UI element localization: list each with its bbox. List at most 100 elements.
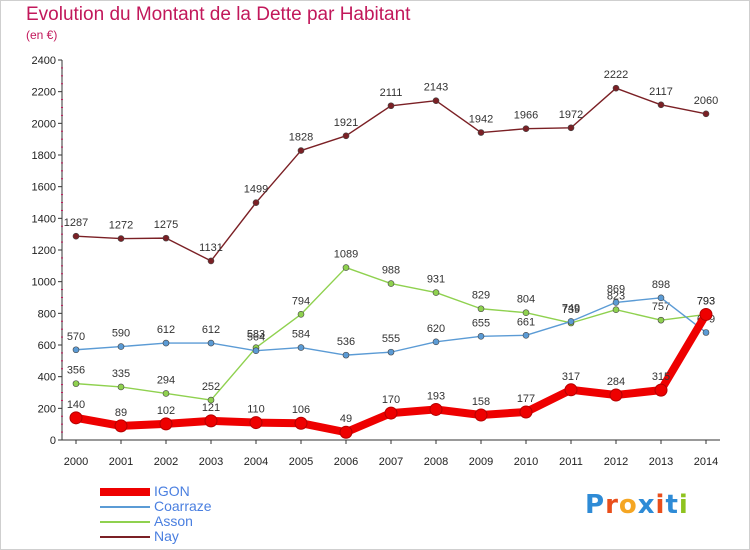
data-label-asson: 823 [607, 291, 625, 303]
legend-item-nay: Nay [100, 529, 212, 544]
data-point-nay [567, 124, 575, 132]
data-point-igon [114, 419, 128, 433]
data-label-coarraze: 612 [157, 324, 175, 336]
data-label-nay: 2143 [424, 82, 448, 94]
data-label-igon: 315 [652, 371, 670, 383]
data-label-nay: 1272 [109, 220, 133, 232]
data-point-asson [342, 264, 350, 271]
data-point-igon [654, 383, 668, 397]
x-tick-label: 2002 [154, 456, 178, 468]
data-point-asson [387, 280, 395, 287]
data-label-asson: 757 [652, 301, 670, 313]
data-point-igon [384, 406, 398, 420]
data-label-igon: 89 [115, 407, 127, 419]
data-label-nay: 1921 [334, 117, 358, 129]
y-tick-label: 200 [38, 403, 56, 415]
x-tick-label: 2010 [514, 456, 538, 468]
data-point-coarraze [162, 339, 170, 347]
y-tick-label: 1200 [32, 245, 56, 257]
data-point-nay [207, 257, 215, 265]
data-point-nay [117, 235, 125, 242]
data-label-igon: 177 [517, 393, 535, 405]
y-tick-label: 1000 [32, 277, 56, 289]
data-label-asson: 931 [427, 274, 445, 286]
legend-label-igon: IGON [154, 483, 190, 499]
data-point-igon [564, 383, 578, 397]
data-label-coarraze: 584 [292, 329, 310, 341]
x-tick-label: 2008 [424, 456, 448, 468]
legend-label-nay: Nay [154, 528, 179, 544]
chart-subtitle: (en €) [26, 28, 58, 42]
data-label-igon: 284 [607, 376, 625, 388]
data-label-nay: 1275 [154, 219, 178, 231]
data-label-nay: 1966 [514, 110, 538, 122]
data-label-nay: 1942 [469, 114, 493, 126]
data-label-asson: 583 [247, 329, 265, 341]
data-label-coarraze: 536 [337, 336, 355, 348]
legend-item-coarraze: Coarraze [100, 499, 212, 514]
data-label-igon: 121 [202, 402, 220, 414]
x-tick-label: 2013 [649, 456, 673, 468]
data-label-igon: 106 [292, 404, 310, 416]
y-tick-label: 600 [38, 340, 56, 352]
data-point-nay [702, 110, 710, 118]
data-point-igon [69, 411, 83, 425]
data-point-asson [612, 306, 620, 313]
data-point-igon [609, 388, 623, 402]
data-label-coarraze: 612 [202, 324, 220, 336]
x-tick-label: 2014 [694, 456, 718, 468]
data-label-nay: 1972 [559, 109, 583, 121]
data-label-asson: 356 [67, 365, 85, 377]
data-label-nay: 1499 [244, 184, 268, 196]
data-label-coarraze: 869 [607, 283, 625, 295]
data-label-coarraze: 620 [427, 323, 445, 335]
chart-title: Evolution du Montant de la Dette par Hab… [26, 4, 411, 25]
legend-swatch-coarraze [100, 505, 150, 508]
proxiti-logo: Proxiti [585, 490, 689, 520]
data-label-asson: 804 [517, 294, 535, 306]
data-label-igon: 102 [157, 405, 175, 417]
data-point-nay [432, 97, 440, 104]
data-point-coarraze [117, 343, 125, 350]
data-point-coarraze [72, 346, 80, 354]
x-tick-label: 2012 [604, 456, 628, 468]
y-tick-label: 2200 [32, 87, 56, 99]
data-label-asson: 829 [472, 290, 490, 302]
data-label-asson: 739 [562, 304, 580, 316]
series-line-nay [75, 87, 707, 262]
data-point-nay [657, 101, 665, 109]
data-label-igon: 110 [247, 404, 265, 416]
legend-swatch-nay [100, 535, 150, 538]
data-label-igon: 317 [562, 371, 580, 383]
data-label-asson: 252 [202, 381, 220, 393]
data-label-asson: 988 [382, 265, 400, 277]
x-tick-label: 2011 [559, 456, 583, 468]
data-label-igon: 193 [427, 390, 445, 402]
data-point-nay [612, 84, 620, 92]
data-label-nay: 1287 [64, 217, 88, 229]
y-tick-label: 800 [38, 308, 56, 320]
data-point-asson [207, 396, 215, 404]
data-label-nay: 2111 [380, 87, 403, 99]
legend-item-asson: Asson [100, 514, 212, 529]
y-tick-label: 1800 [32, 150, 56, 162]
data-label-igon: 170 [382, 394, 400, 406]
data-point-coarraze [567, 318, 575, 325]
data-point-asson [657, 316, 665, 324]
data-label-nay: 2117 [649, 86, 673, 98]
data-point-asson [117, 383, 125, 391]
data-label-igon: 158 [472, 396, 490, 408]
x-tick-label: 2006 [334, 456, 358, 468]
x-tick-label: 2003 [199, 456, 223, 468]
y-tick-label: 1600 [32, 182, 56, 194]
data-label-igon: 793 [697, 295, 715, 307]
data-point-nay [477, 129, 485, 136]
data-label-asson: 794 [292, 295, 310, 307]
data-point-coarraze [657, 294, 665, 302]
data-label-coarraze: 749 [562, 302, 580, 314]
data-point-igon [339, 425, 353, 439]
legend-item-igon: IGON [100, 484, 212, 499]
data-point-coarraze [387, 348, 395, 356]
data-label-coarraze: 898 [652, 279, 670, 291]
